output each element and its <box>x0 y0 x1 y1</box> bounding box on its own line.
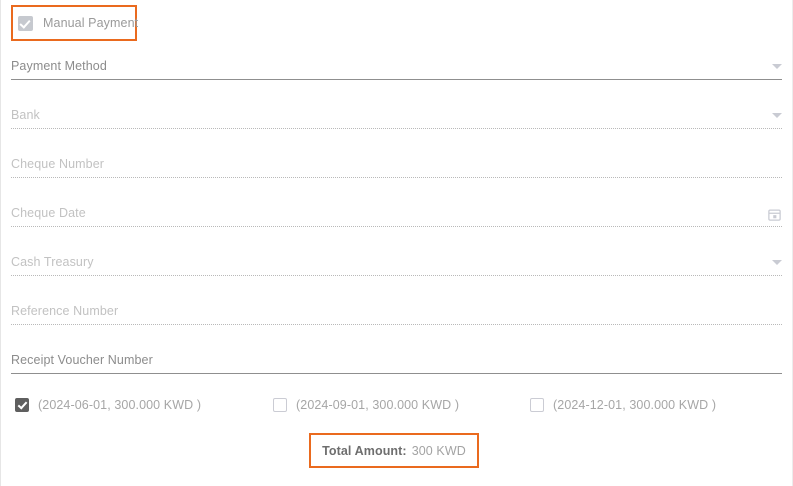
field-underline <box>11 128 782 129</box>
field-cash-treasury[interactable]: Cash Treasury <box>11 246 782 276</box>
chevron-down-icon[interactable] <box>772 260 782 265</box>
field-underline <box>11 373 782 374</box>
field-cash-treasury-label: Cash Treasury <box>11 255 94 269</box>
field-cheque-number-label: Cheque Number <box>11 157 105 171</box>
list-item[interactable]: (2024-12-01, 300.000 KWD ) <box>530 394 716 416</box>
field-cheque-date-label: Cheque Date <box>11 206 86 220</box>
manual-payment-highlight-box: Manual Payment <box>11 5 139 41</box>
instalment-label: (2024-06-01, 300.000 KWD ) <box>38 398 202 412</box>
field-underline <box>11 324 782 325</box>
field-reference-number-label: Reference Number <box>11 304 119 318</box>
manual-payment-label: Manual Payment <box>43 16 139 30</box>
field-underline <box>11 177 782 178</box>
field-underline <box>11 79 782 80</box>
instalment-checkbox[interactable] <box>273 398 287 412</box>
total-amount-value: 300 KWD <box>411 443 466 458</box>
field-cheque-number[interactable]: Cheque Number <box>11 148 782 178</box>
instalment-checkbox[interactable] <box>15 398 29 412</box>
field-underline <box>11 275 782 276</box>
field-receipt-voucher-number-label: Receipt Voucher Number <box>11 353 153 367</box>
list-item[interactable]: (2024-09-01, 300.000 KWD ) <box>273 394 459 416</box>
field-bank[interactable]: Bank <box>11 99 782 129</box>
instalment-checkbox[interactable] <box>530 398 544 412</box>
chevron-down-icon[interactable] <box>772 64 782 69</box>
instalment-label: (2024-09-01, 300.000 KWD ) <box>296 398 460 412</box>
field-reference-number[interactable]: Reference Number <box>11 295 782 325</box>
field-payment-method-label: Payment Method <box>11 59 107 73</box>
list-item[interactable]: (2024-06-01, 300.000 KWD ) <box>15 394 201 416</box>
instalment-list: (2024-06-01, 300.000 KWD ) (2024-09-01, … <box>1 394 792 416</box>
manual-payment-checkbox[interactable] <box>18 15 33 31</box>
field-receipt-voucher-number[interactable]: Receipt Voucher Number <box>11 344 782 374</box>
field-payment-method[interactable]: Payment Method <box>11 50 782 80</box>
instalment-label: (2024-12-01, 300.000 KWD ) <box>553 398 717 412</box>
field-underline <box>11 226 782 227</box>
total-amount-label: Total Amount: <box>322 443 407 458</box>
field-bank-label: Bank <box>11 108 40 122</box>
chevron-down-icon[interactable] <box>772 113 782 118</box>
field-cheque-date[interactable]: Cheque Date <box>11 197 782 227</box>
total-amount-highlight-box: Total Amount: 300 KWD <box>309 433 479 468</box>
calendar-icon[interactable] <box>767 207 782 222</box>
